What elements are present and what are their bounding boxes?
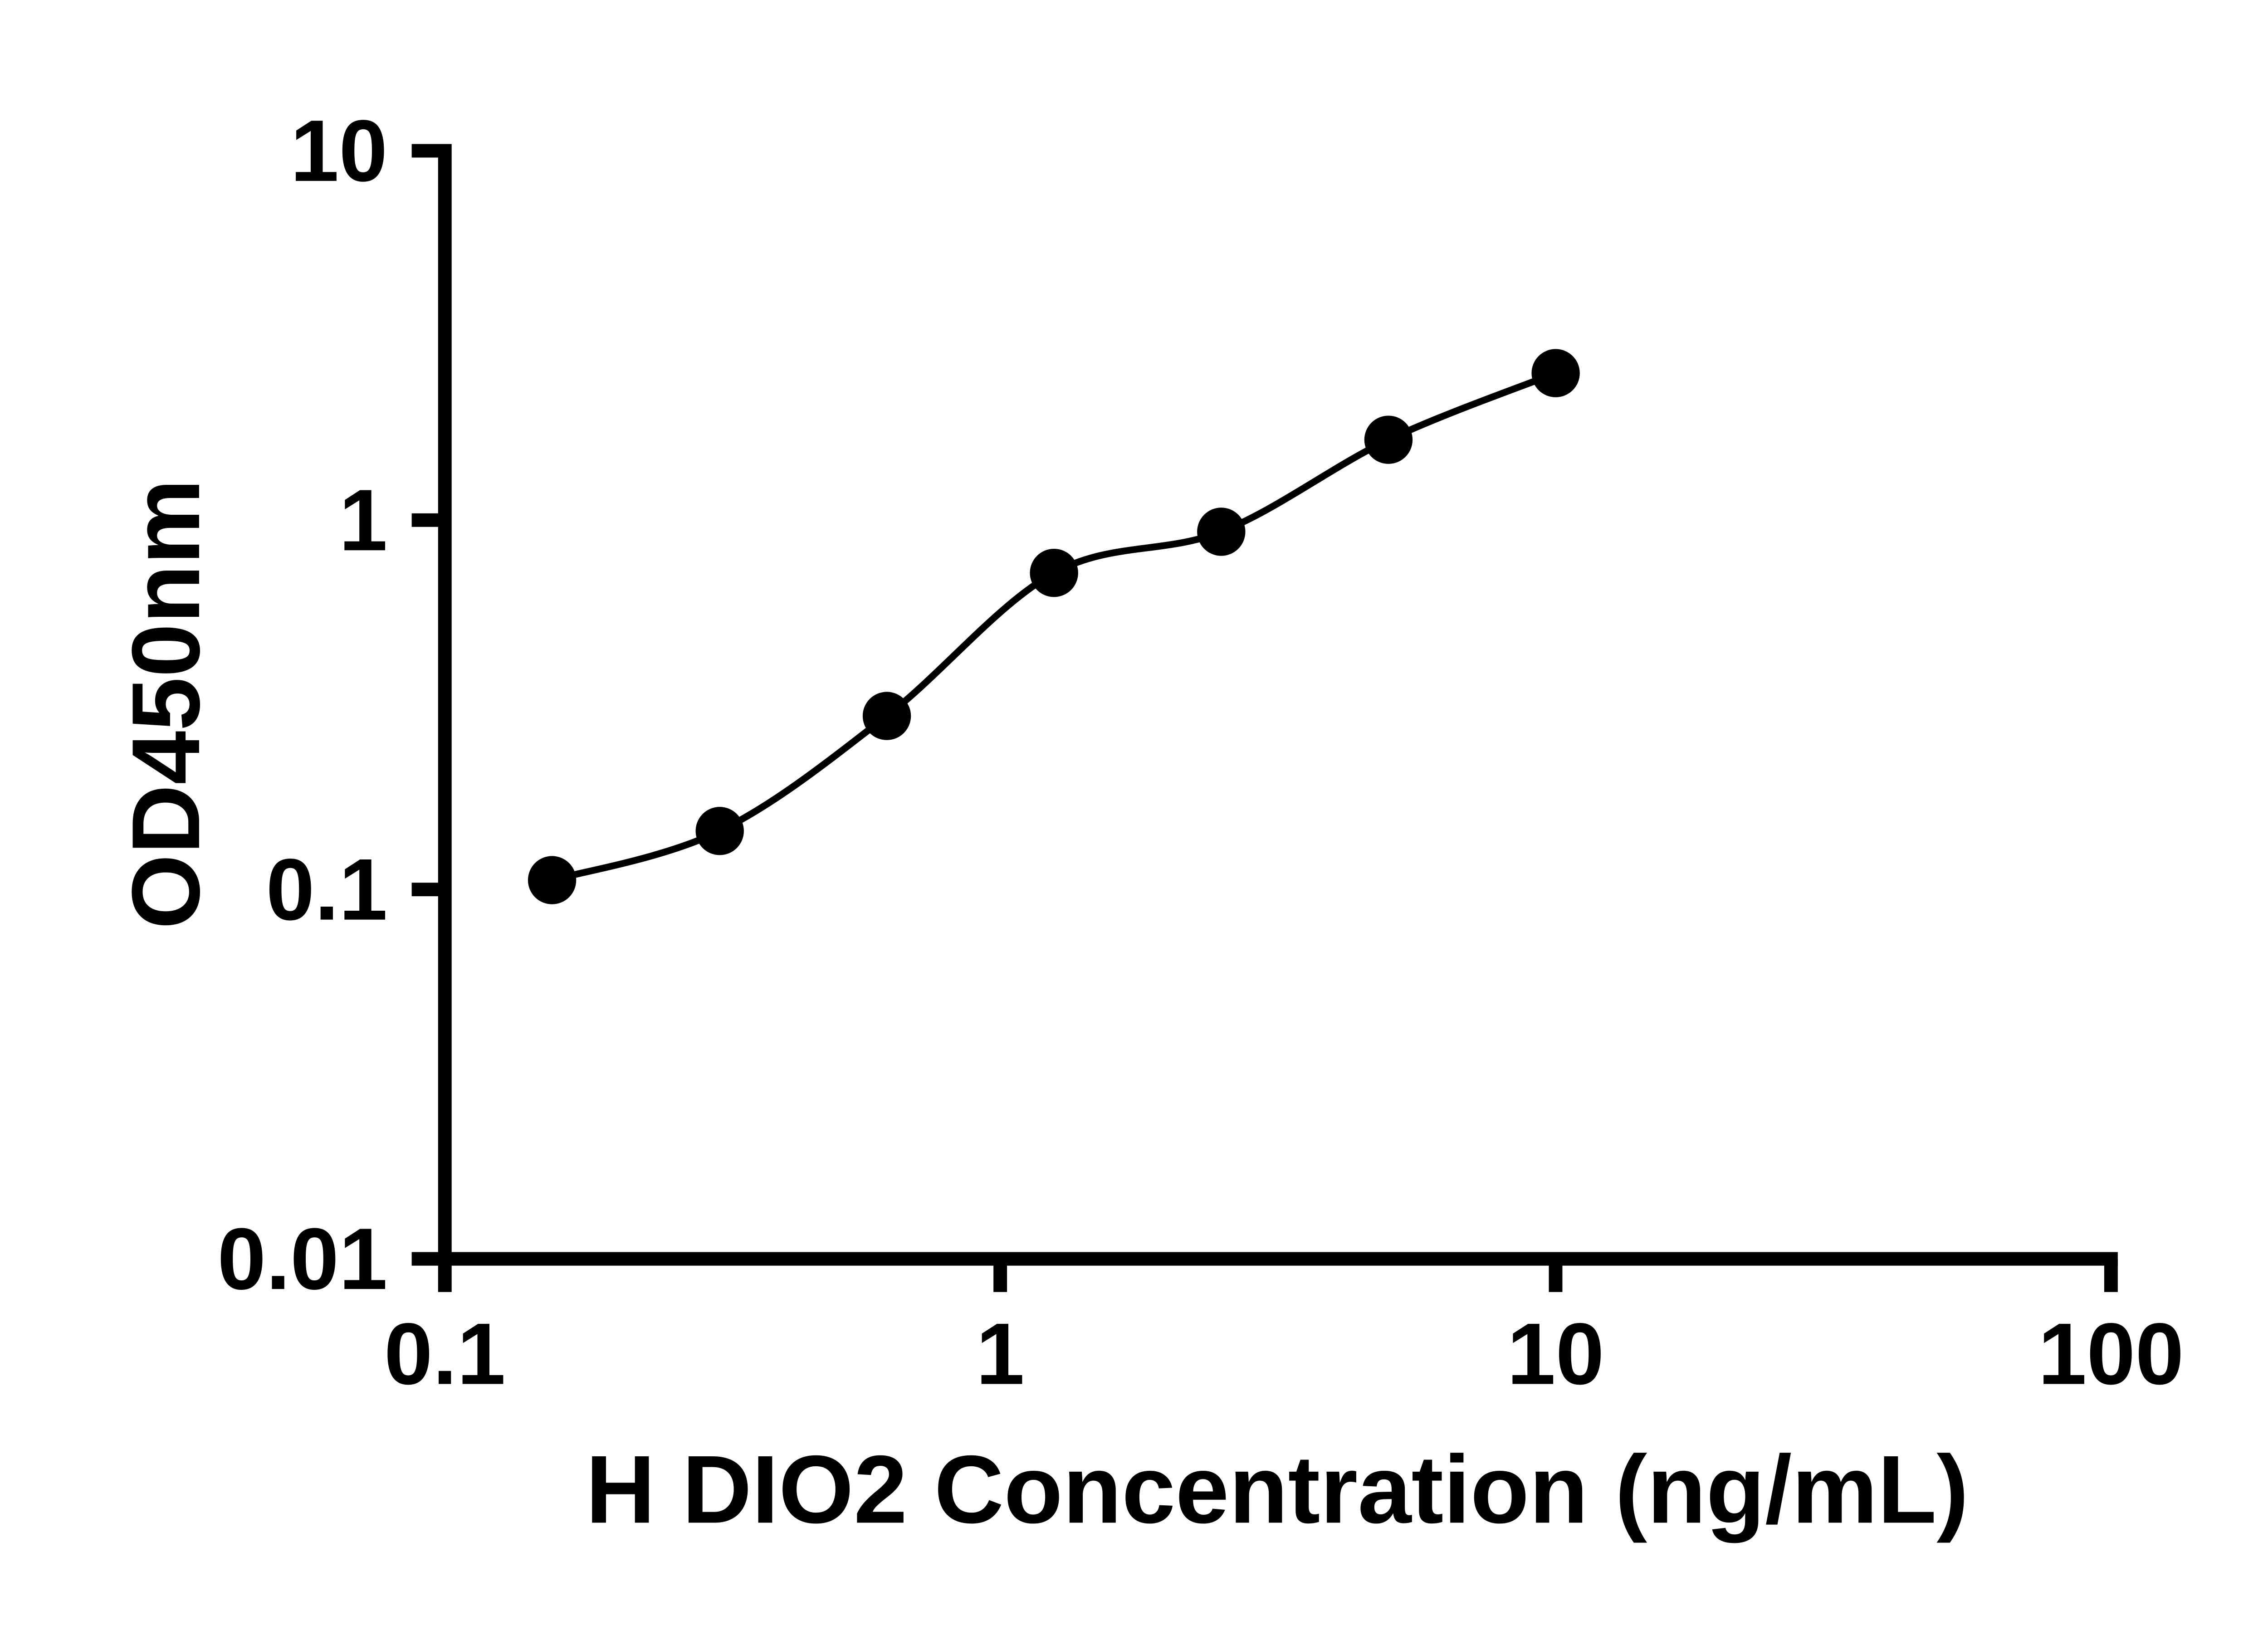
x-axis-tick-label: 100 bbox=[2038, 1305, 2184, 1403]
data-point bbox=[1531, 349, 1580, 397]
data-layer bbox=[528, 349, 1580, 904]
y-axis-title: OD450nm bbox=[112, 479, 220, 929]
axis-spine bbox=[438, 144, 2118, 1266]
data-point bbox=[1030, 548, 1078, 597]
y-axis-tick-label: 0.1 bbox=[266, 840, 387, 938]
y-axis-tick-label: 0.01 bbox=[217, 1210, 387, 1308]
y-axis-tick-label: 1 bbox=[339, 471, 387, 569]
data-point bbox=[528, 856, 577, 904]
data-point bbox=[1197, 508, 1246, 556]
data-point bbox=[695, 807, 744, 855]
data-point bbox=[1364, 415, 1413, 464]
x-axis-tick-label: 0.1 bbox=[384, 1305, 506, 1403]
x-axis-title: H DIO2 Concentration (ng/mL) bbox=[586, 1435, 1969, 1543]
x-axis-tick-label: 1 bbox=[976, 1305, 1025, 1403]
y-axis-tick-label: 10 bbox=[290, 102, 387, 200]
x-axis-tick-label: 10 bbox=[1507, 1305, 1604, 1403]
data-point bbox=[862, 692, 911, 740]
